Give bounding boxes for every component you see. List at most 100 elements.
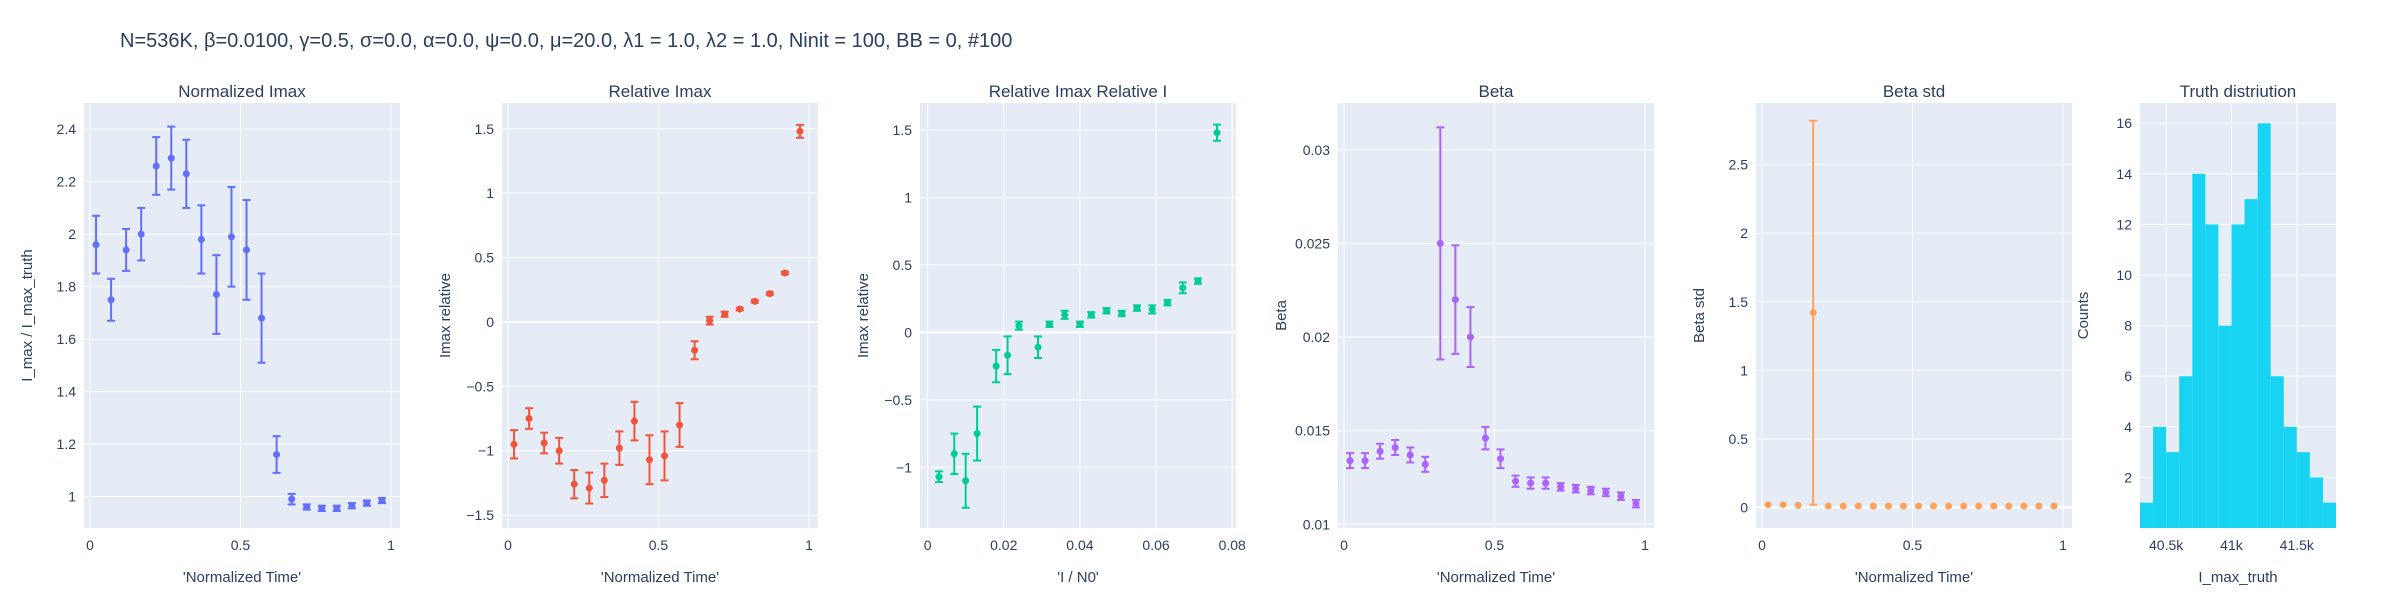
data-point [691, 346, 699, 354]
x-axis-title: 'Normalized Time' [1855, 569, 1973, 586]
data-point [1451, 296, 1459, 304]
panel-title: Beta [1479, 82, 1515, 101]
data-point [1824, 502, 1832, 510]
data-point [1572, 485, 1580, 493]
histogram-bar [2244, 199, 2258, 528]
data-point [1015, 322, 1023, 330]
data-point [1004, 351, 1012, 359]
data-point [630, 417, 638, 425]
y-tick-label: 8 [2124, 318, 2132, 334]
x-axis-title: 'Normalized Time' [601, 569, 719, 586]
y-tick-label: 0.015 [1295, 423, 1330, 439]
data-point [1391, 443, 1399, 451]
y-tick-label: 1.5 [1729, 294, 1749, 310]
x-tick-label: 0.5 [231, 537, 251, 553]
histogram-bar [2192, 173, 2206, 529]
data-point [1045, 320, 1053, 328]
panel-title: Truth distriution [2180, 82, 2297, 101]
y-tick-label: 0.03 [1303, 142, 1330, 158]
data-point [935, 473, 943, 481]
histogram-bar [2322, 502, 2336, 528]
y-tick-label: 0 [1740, 499, 1748, 515]
y-tick-label: 2 [68, 226, 76, 242]
data-point [600, 476, 608, 484]
y-tick-label: 2.2 [57, 174, 77, 190]
data-point [1854, 502, 1862, 510]
data-point [570, 480, 578, 488]
data-point [721, 310, 729, 318]
histogram-bar [2296, 452, 2310, 528]
data-point [1034, 343, 1042, 351]
histogram-bar [2218, 325, 2232, 528]
histogram-bar [2257, 123, 2271, 528]
data-point [378, 496, 386, 504]
histogram-bar [2270, 376, 2284, 528]
data-point [1194, 277, 1202, 285]
data-point [1213, 129, 1221, 137]
main-title: N=536K, β=0.0100, γ=0.5, σ=0.0, α=0.0, ψ… [120, 30, 1013, 52]
y-tick-label: 0.5 [1729, 431, 1749, 447]
data-point [1587, 487, 1595, 495]
data-point [363, 499, 371, 507]
x-tick-label: 0.06 [1142, 537, 1169, 553]
histogram-bar [2179, 376, 2193, 528]
y-tick-label: −1 [896, 459, 912, 475]
data-point [1148, 305, 1156, 313]
x-tick-label: 0.08 [1219, 537, 1246, 553]
panel-title: Relative Imax [609, 82, 712, 101]
y-tick-label: 16 [2116, 115, 2132, 131]
data-point [676, 421, 684, 429]
panel-title: Normalized Imax [178, 82, 306, 101]
data-point [1076, 320, 1084, 328]
data-point [1406, 451, 1414, 459]
x-tick-label: 1 [1641, 537, 1649, 553]
x-tick-label: 0 [1758, 537, 1766, 553]
y-tick-label: 2.5 [1729, 157, 1749, 173]
data-point [152, 162, 160, 170]
data-point [303, 503, 311, 511]
plot-area [920, 103, 1236, 528]
plot-area [84, 103, 400, 528]
data-point [1103, 307, 1111, 315]
data-point [1087, 311, 1095, 319]
y-tick-label: 12 [2116, 216, 2132, 232]
data-point [1481, 434, 1489, 442]
y-axis-title: Imax relative [437, 273, 454, 358]
data-point [1779, 501, 1787, 509]
data-point [796, 127, 804, 135]
data-point [1376, 447, 1384, 455]
plot-area [502, 103, 818, 528]
x-tick-label: 41k [2220, 537, 2244, 553]
histogram-bar [2153, 426, 2167, 528]
data-point [1975, 502, 1983, 510]
y-axis-title: Beta [1273, 299, 1290, 331]
data-point [510, 440, 518, 448]
y-tick-label: 4 [2124, 419, 2132, 435]
data-point [1764, 501, 1772, 509]
data-point [107, 296, 115, 304]
y-tick-label: 2.4 [57, 121, 77, 137]
data-point [2050, 502, 2058, 510]
histogram-bar [2309, 477, 2323, 528]
data-point [1960, 502, 1968, 510]
data-point [1527, 479, 1535, 487]
y-tick-label: 2 [1740, 225, 1748, 241]
data-point [962, 477, 970, 485]
x-tick-label: 0.5 [1903, 537, 1923, 553]
data-point [318, 504, 326, 512]
data-point [1884, 502, 1892, 510]
histogram-bar [2231, 224, 2245, 528]
x-tick-label: 0 [924, 537, 932, 553]
data-point [122, 246, 130, 254]
data-point [227, 233, 235, 241]
y-tick-label: 6 [2124, 368, 2132, 384]
histogram-bar [2283, 426, 2297, 528]
y-tick-label: 1.4 [57, 384, 77, 400]
x-tick-label: 0 [1340, 537, 1348, 553]
x-tick-label: 0 [86, 537, 94, 553]
data-point [288, 495, 296, 503]
data-point [1990, 502, 1998, 510]
data-point [706, 317, 714, 325]
x-tick-label: 1 [387, 537, 395, 553]
